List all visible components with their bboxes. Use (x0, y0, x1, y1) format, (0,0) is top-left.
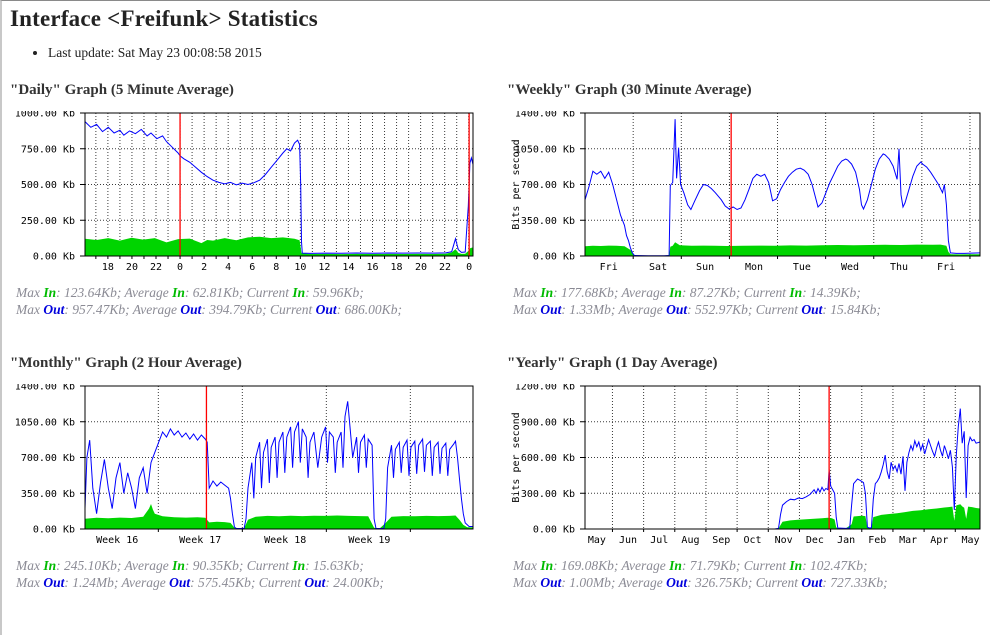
svg-text:Fri: Fri (600, 262, 618, 273)
svg-text:Week 19: Week 19 (348, 535, 390, 546)
svg-text:Sat: Sat (649, 262, 667, 273)
svg-text:18: 18 (102, 262, 114, 273)
svg-text:12: 12 (318, 262, 330, 273)
daily-graph-heading: "Daily" Graph (5 Minute Average) (10, 82, 234, 98)
svg-text:Bits per second: Bits per second (511, 412, 522, 502)
svg-text:0.00 Kb: 0.00 Kb (33, 252, 75, 263)
svg-text:0.00 Kb: 0.00 Kb (33, 525, 75, 536)
svg-text:1000.00 Kb: 1000.00 Kb (15, 111, 75, 120)
daily-traffic-graph: 1000.00 Kb 750.00 Kb 500.00 Kb 250.00 Kb 0.0… (10, 111, 507, 275)
svg-text:300.00 Kb: 300.00 Kb (521, 489, 575, 500)
svg-text:Fri: Fri (937, 262, 955, 273)
monthly-stats: Max In: 245.10Kb; Average In: 90.35Kb; C… (10, 557, 507, 591)
svg-text:Aug: Aug (681, 535, 699, 546)
svg-text:1200.00 Kb: 1200.00 Kb (515, 384, 575, 393)
svg-text:Apr: Apr (930, 535, 948, 546)
svg-text:22: 22 (439, 262, 451, 273)
page-title: Interface <Freifunk> Statistics (10, 6, 318, 31)
panel-monthly: "Monthly" Graph (2 Hour Average) 1400.00… (10, 355, 507, 591)
yearly-stats: Max In: 169.08Kb; Average In: 71.79Kb; C… (507, 557, 990, 591)
svg-text:500.00 Kb: 500.00 Kb (21, 180, 75, 191)
panel-weekly: "Weekly" Graph (30 Minute Average) Bits … (507, 82, 990, 318)
stats-out-line: Max Out: 1.00Mb; Average Out: 326.75Kb; … (513, 575, 888, 590)
svg-text:Sun: Sun (696, 262, 714, 273)
svg-text:Sep: Sep (712, 535, 730, 546)
svg-text:Thu: Thu (890, 262, 908, 273)
svg-text:6: 6 (249, 262, 255, 273)
stats-in-line: Max In: 245.10Kb; Average In: 90.35Kb; C… (16, 558, 364, 573)
svg-text:4: 4 (225, 262, 231, 273)
svg-text:Jul: Jul (650, 535, 668, 546)
svg-text:1400.00 Kb: 1400.00 Kb (15, 384, 75, 393)
update-list: Last update: Sat May 23 00:08:58 2015 (48, 45, 990, 61)
svg-text:Jun: Jun (619, 535, 637, 546)
weekly-traffic-graph: Bits per second 1400.00 Kb 1050.00 Kb 700.0… (507, 111, 990, 275)
svg-text:900.00 Kb: 900.00 Kb (521, 417, 575, 428)
stats-out-line: Max Out: 1.24Mb; Average Out: 575.45Kb; … (16, 575, 384, 590)
svg-text:0: 0 (466, 262, 472, 273)
stats-in-line: Max In: 177.68Kb; Average In: 87.27Kb; C… (513, 285, 861, 300)
svg-text:Wed: Wed (841, 262, 859, 273)
svg-text:Oct: Oct (743, 535, 761, 546)
svg-text:Mon: Mon (745, 262, 763, 273)
svg-text:22: 22 (150, 262, 162, 273)
svg-text:Week 18: Week 18 (264, 535, 306, 546)
svg-text:20: 20 (415, 262, 427, 273)
weekly-graph-heading: "Weekly" Graph (30 Minute Average) (507, 82, 752, 98)
svg-text:Bits per second: Bits per second (511, 139, 522, 229)
svg-text:350.00 Kb: 350.00 Kb (521, 216, 575, 227)
svg-text:600.00 Kb: 600.00 Kb (521, 453, 575, 464)
svg-text:750.00 Kb: 750.00 Kb (21, 144, 75, 155)
svg-text:700.00 Kb: 700.00 Kb (521, 180, 575, 191)
stats-in-line: Max In: 123.64Kb; Average In: 62.81Kb; C… (16, 285, 364, 300)
svg-text:700.00 Kb: 700.00 Kb (21, 453, 75, 464)
svg-text:1050.00 Kb: 1050.00 Kb (515, 144, 575, 155)
svg-text:Week 17: Week 17 (179, 535, 221, 546)
svg-text:0.00 Kb: 0.00 Kb (533, 252, 575, 263)
svg-text:16: 16 (366, 262, 378, 273)
svg-text:20: 20 (126, 262, 138, 273)
svg-text:Week 16: Week 16 (96, 535, 138, 546)
svg-text:1050.00 Kb: 1050.00 Kb (15, 417, 75, 428)
stats-out-line: Max Out: 957.47Kb; Average Out: 394.79Kb… (16, 302, 402, 317)
svg-text:0.00 Kb: 0.00 Kb (533, 525, 575, 536)
monthly-graph-heading: "Monthly" Graph (2 Hour Average) (10, 355, 242, 371)
panel-daily: "Daily" Graph (5 Minute Average) 1000.00… (10, 82, 507, 318)
daily-stats: Max In: 123.64Kb; Average In: 62.81Kb; C… (10, 284, 507, 318)
svg-text:Nov: Nov (775, 535, 793, 546)
panel-yearly: "Yearly" Graph (1 Day Average) Bits per … (507, 355, 990, 591)
svg-text:1400.00 Kb: 1400.00 Kb (515, 111, 575, 120)
svg-text:Dec: Dec (806, 535, 824, 546)
svg-text:250.00 Kb: 250.00 Kb (21, 216, 75, 227)
svg-text:10: 10 (294, 262, 306, 273)
svg-text:Tue: Tue (793, 262, 811, 273)
svg-text:May: May (588, 535, 606, 546)
stats-in-line: Max In: 169.08Kb; Average In: 71.79Kb; C… (513, 558, 868, 573)
yearly-traffic-graph: Bits per second 1200.00 Kb 900.00 Kb 600.00… (507, 384, 990, 548)
svg-text:18: 18 (391, 262, 403, 273)
yearly-graph-heading: "Yearly" Graph (1 Day Average) (507, 355, 718, 371)
svg-text:350.00 Kb: 350.00 Kb (21, 489, 75, 500)
svg-text:Jan: Jan (837, 535, 855, 546)
svg-text:Mar: Mar (899, 535, 917, 546)
stats-out-line: Max Out: 1.33Mb; Average Out: 552.97Kb; … (513, 302, 881, 317)
last-update-item: Last update: Sat May 23 00:08:58 2015 (48, 45, 990, 61)
svg-text:8: 8 (273, 262, 279, 273)
svg-text:0: 0 (177, 262, 183, 273)
graph-grid: "Daily" Graph (5 Minute Average) 1000.00… (10, 82, 990, 591)
weekly-stats: Max In: 177.68Kb; Average In: 87.27Kb; C… (507, 284, 990, 318)
svg-text:Feb: Feb (868, 535, 886, 546)
monthly-traffic-graph: 1400.00 Kb 1050.00 Kb 700.00 Kb 350.00 Kb 0.… (10, 384, 507, 548)
svg-text:2: 2 (201, 262, 207, 273)
svg-text:14: 14 (342, 262, 354, 273)
svg-text:May: May (961, 535, 979, 546)
